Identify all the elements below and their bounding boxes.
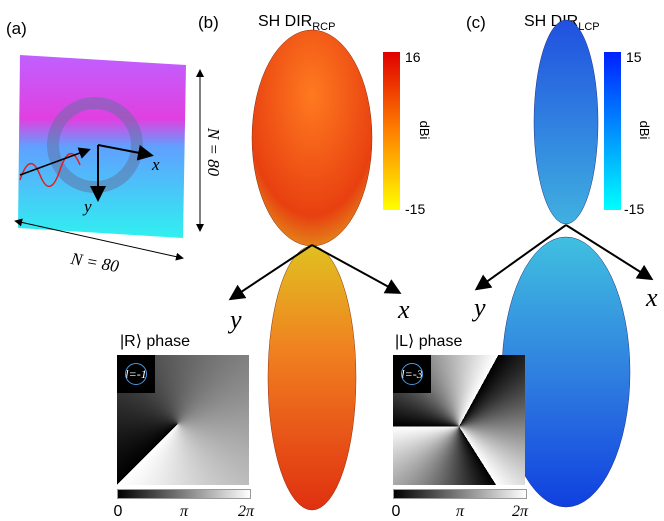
phase-map: l=-1: [117, 355, 249, 485]
dim-label: N = 80: [204, 127, 223, 177]
inset-tick: 0: [392, 503, 401, 520]
axis-label: x: [151, 155, 160, 174]
colorbar-unit: dBi: [417, 121, 432, 140]
upper-lobe: [533, 19, 599, 225]
colorbar-max: 16: [405, 49, 421, 65]
x-arrow: [311, 244, 402, 294]
inset-title: |R⟩ phase: [120, 333, 190, 350]
axis-label: y: [227, 305, 242, 334]
inset-title: |L⟩ phase: [395, 333, 462, 350]
colorbar: [383, 52, 400, 210]
axis-label: x: [645, 283, 658, 312]
colorbar-max: 15: [626, 49, 642, 65]
y-arrow: [228, 244, 313, 301]
inset-tick: π: [456, 503, 465, 520]
inset-tick: 2π: [512, 503, 529, 520]
y-arrow: [474, 224, 567, 291]
x-arrow: [565, 224, 654, 281]
phase-colorbar: [117, 489, 251, 499]
dim-arrow: [14, 218, 184, 261]
inset-tick: 0: [114, 503, 123, 520]
spiral: [19, 153, 81, 187]
panel-label: (b): [198, 13, 219, 32]
charge-badge: l=-1: [117, 355, 155, 393]
upper-lobe: [251, 29, 373, 247]
phase-colorbar: [393, 489, 527, 499]
colorbar-min: -15: [624, 201, 644, 217]
beam-arrow: [19, 147, 91, 176]
panel-title: SH DIRRCP: [258, 13, 335, 33]
axis-label: x: [397, 295, 410, 324]
colorbar-unit: dBi: [637, 121, 652, 140]
inset-tick: π: [180, 503, 189, 520]
title-text: SH DIR: [258, 13, 312, 30]
panel-label: (a): [6, 19, 27, 38]
charge-badge: l=-3: [393, 355, 431, 393]
axis-label: y: [82, 197, 92, 216]
title-sub: LCP: [578, 21, 599, 33]
colorbar: [604, 52, 621, 210]
title-sub: RCP: [312, 21, 335, 33]
colorbar-min: -15: [405, 201, 425, 217]
inset-tick: 2π: [238, 503, 255, 520]
panel-label: (c): [466, 13, 486, 32]
phase-map: l=-3: [393, 355, 525, 485]
dim-label: N = 80: [68, 249, 120, 276]
x-arrow: [97, 144, 154, 161]
lower-lobe: [267, 245, 357, 511]
axis-label: y: [471, 293, 486, 322]
